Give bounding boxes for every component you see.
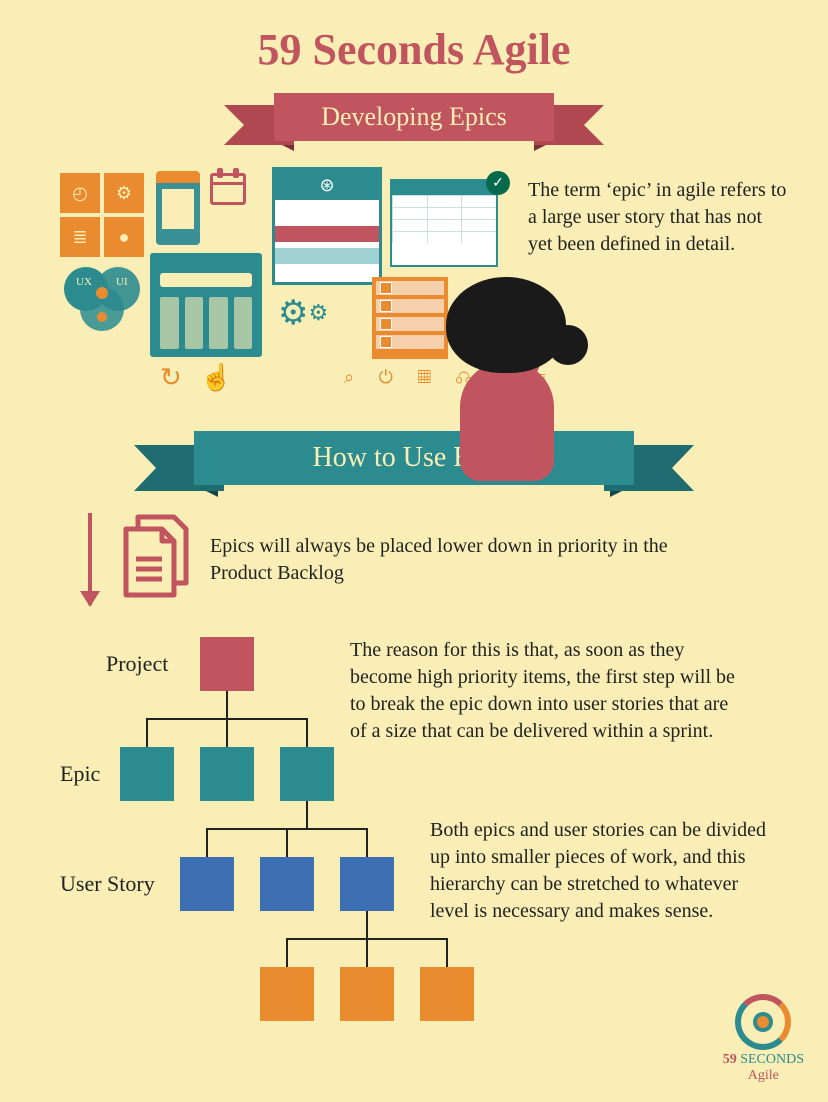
intro-paragraph: The term ‘epic’ in agile refers to a lar… [528, 177, 788, 258]
mobile-phone-icon [156, 171, 200, 245]
tile-icon: ◴ [60, 173, 100, 213]
venn-ux-ui-icon: UX UI [58, 265, 146, 335]
label-user-story: User Story [60, 871, 155, 897]
tree-node-t3 [420, 967, 474, 1021]
tree-paragraph-1: The reason for this is that, as soon as … [350, 637, 740, 745]
svg-text:UX: UX [76, 276, 92, 288]
tree-node-epic3 [280, 747, 334, 801]
tree-node-t2 [340, 967, 394, 1021]
brand-logo: 59 SECONDS Agile [723, 994, 804, 1084]
subtitle-text: Developing Epics [274, 93, 554, 141]
pointer-hand-icon: ☝ [200, 363, 232, 393]
tree-node-epic1 [120, 747, 174, 801]
tree-node-us1 [180, 857, 234, 911]
gears-icon: ⚙⚙ [278, 293, 328, 333]
orange-tile-grid-icon: ◴ ⚙ ≣ ● [60, 173, 144, 257]
page-title: 59 Seconds Agile [0, 0, 828, 75]
subtitle-ribbon: Developing Epics [224, 87, 604, 147]
table-panel-icon [390, 179, 498, 267]
hero-illustration: ◴ ⚙ ≣ ● UX UI ⊛ ✓ ⚙⚙ ↻ ☝ ⌕ ⏻ ▦ ☊ ▶ ≡ The… [0, 167, 828, 427]
tree-node-epic2 [200, 747, 254, 801]
documents-icon [112, 513, 196, 609]
tile-icon: ≣ [60, 217, 100, 257]
tile-icon: ● [104, 217, 144, 257]
tree-node-us2 [260, 857, 314, 911]
video-panel-icon: ⊛ [272, 167, 382, 285]
label-project: Project [106, 651, 168, 677]
docs-row: Epics will always be placed lower down i… [0, 513, 828, 633]
refresh-icon: ↻ [160, 363, 182, 393]
tree-node-t1 [260, 967, 314, 1021]
hierarchy-tree: Project Epic User Story The reason for t… [0, 637, 828, 1057]
search-panel-icon [150, 253, 262, 357]
tree-node-us3 [340, 857, 394, 911]
section-ribbon: How to Use Epics [134, 421, 694, 495]
tile-icon: ⚙ [104, 173, 144, 213]
thinking-person-icon [430, 277, 580, 517]
calendar-icon [210, 173, 246, 205]
svg-text:UI: UI [116, 276, 128, 288]
tree-node-project [200, 637, 254, 691]
checkmark-badge-icon: ✓ [486, 171, 510, 195]
docs-paragraph: Epics will always be placed lower down i… [210, 533, 670, 587]
label-epic: Epic [60, 761, 100, 787]
tree-paragraph-2: Both epics and user stories can be divid… [430, 817, 770, 925]
logo-ring-icon [735, 994, 791, 1050]
logo-text: 59 SECONDS Agile [723, 1052, 804, 1084]
arrow-down-icon [88, 513, 92, 605]
